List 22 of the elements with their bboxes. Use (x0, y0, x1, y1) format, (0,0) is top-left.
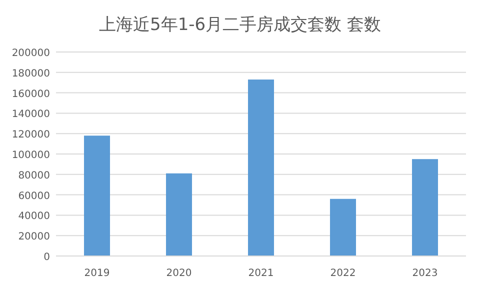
y-tick-label: 0 (44, 252, 50, 263)
bar (248, 80, 274, 256)
x-tick-label: 2023 (412, 268, 438, 279)
x-tick-label: 2021 (248, 268, 274, 279)
bar (412, 159, 438, 256)
x-tick-label: 2019 (84, 268, 110, 279)
y-tick-label: 100000 (12, 150, 50, 161)
y-tick-label: 140000 (12, 109, 50, 120)
y-tick-label: 160000 (12, 88, 50, 100)
y-tick-label: 80000 (18, 170, 50, 182)
bar (166, 173, 192, 256)
bar (330, 198, 356, 256)
chart-title: 上海近5年1-6月二手房成交套数 套数 (99, 15, 381, 35)
y-tick-label: 60000 (18, 190, 50, 202)
y-tick-label: 20000 (18, 232, 50, 243)
y-tick-label: 200000 (12, 48, 50, 59)
y-tick-label: 120000 (12, 130, 50, 141)
y-tick-label: 40000 (18, 211, 50, 222)
x-tick-label: 2020 (166, 268, 192, 279)
bar (84, 136, 110, 256)
y-tick-label: 180000 (12, 68, 50, 80)
x-tick-label: 2022 (330, 268, 356, 279)
